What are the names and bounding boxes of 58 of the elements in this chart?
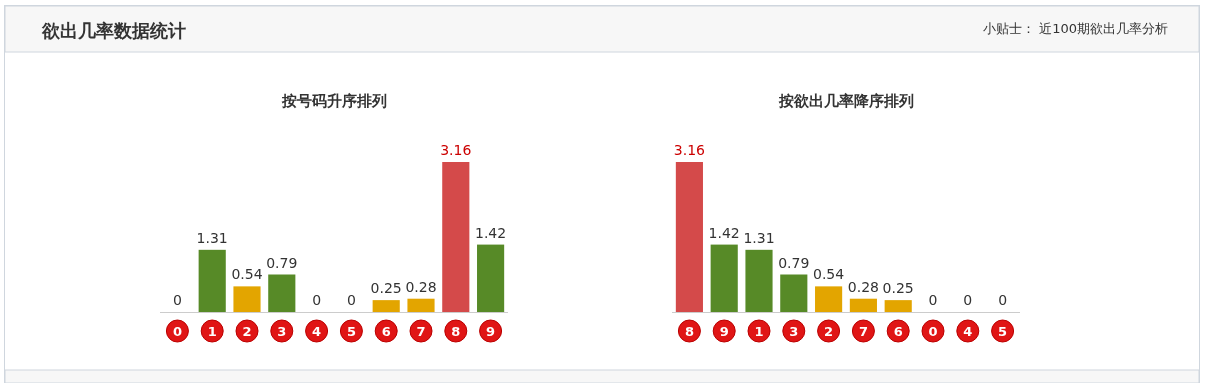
text: 欲出几率数据统计 (41, 20, 186, 41)
x-tick-label: 1 (754, 324, 764, 339)
bar (198, 249, 226, 312)
data-label: 0 (928, 292, 938, 308)
data-label: 0 (312, 292, 322, 308)
data-label: 0.79 (778, 254, 810, 271)
bar (780, 274, 808, 312)
x-tick-label: 4 (312, 324, 322, 339)
x-tick-label: 2 (824, 324, 834, 339)
x-tick-label: 7 (858, 324, 868, 339)
data-label: 0.54 (231, 266, 263, 283)
data-label: 0.25 (882, 280, 914, 297)
data-label: 0.54 (813, 266, 845, 283)
bar (407, 298, 435, 312)
data-label: 0.79 (266, 254, 298, 271)
bar (442, 162, 470, 312)
bar (372, 300, 400, 312)
bar (233, 286, 261, 312)
x-tick-label: 3 (277, 324, 287, 339)
x-tick-label: 2 (242, 324, 252, 339)
x-tick-label: 1 (207, 324, 217, 339)
x-tick-label: 4 (963, 324, 973, 339)
data-label: 0 (963, 292, 973, 308)
data-label: 3.16 (440, 142, 472, 158)
data-label: 0.28 (405, 278, 437, 295)
x-tick-label: 6 (381, 324, 391, 339)
x-tick-label: 0 (928, 324, 938, 339)
x-tick-label: 5 (346, 324, 356, 339)
x-tick-label: 0 (172, 324, 182, 339)
bar (477, 244, 505, 312)
bar (745, 249, 773, 312)
x-tick-label: 9 (719, 324, 729, 339)
data-label: 1.42 (708, 224, 740, 241)
data-label: 0.28 (847, 278, 879, 295)
data-label: 0 (346, 292, 356, 308)
bar (884, 300, 912, 312)
text: 小贴士： 近100期欲出几率分析 (983, 21, 1168, 36)
x-tick-label: 9 (486, 324, 496, 339)
data-label: 0.25 (370, 280, 402, 297)
data-label: 0 (172, 292, 182, 308)
bar (710, 244, 738, 312)
chart-title: 按号码升序排列 (280, 92, 387, 110)
x-tick-label: 5 (998, 324, 1008, 339)
data-label: 1.31 (743, 229, 775, 246)
x-tick-label: 6 (893, 324, 903, 339)
chart-title: 按欲出几率降序排列 (777, 92, 914, 110)
bar (675, 162, 703, 312)
x-tick-label: 8 (684, 324, 694, 339)
x-tick-label: 3 (789, 324, 799, 339)
data-label: 1.42 (475, 224, 507, 241)
x-tick-label: 8 (451, 324, 461, 339)
bar (268, 274, 296, 312)
data-label: 1.31 (196, 229, 228, 246)
bar (849, 298, 877, 312)
x-tick-label: 7 (416, 324, 426, 339)
data-label: 3.16 (673, 142, 706, 158)
data-label: 0 (998, 292, 1008, 308)
bar (815, 286, 843, 312)
